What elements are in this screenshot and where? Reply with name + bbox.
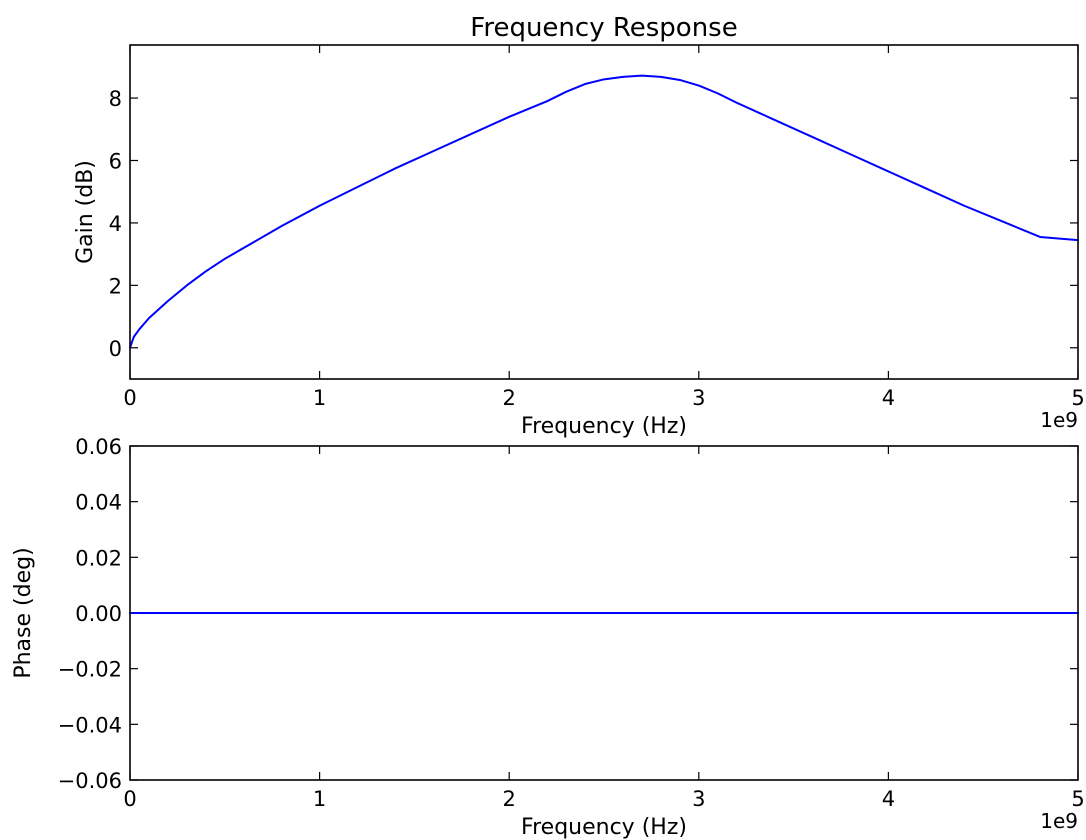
phase-y-tick-label: 0.06	[75, 435, 122, 459]
gain-plot-frame	[129, 44, 1079, 380]
gain-series-line	[129, 74, 1079, 349]
phase-ticks: 0 1 2 3 4 5 −0.06 −0.04 −0.02 0.00 0.02 0.04 0.06	[58, 435, 1085, 811]
gain-y-axis-label: Gain (dB)	[73, 160, 98, 264]
gain-x-tick-label: 1	[313, 386, 326, 410]
phase-x-axis-label: Frequency (Hz)	[521, 815, 687, 840]
gain-x-tick-label: 0	[123, 386, 136, 410]
phase-y-tick-label: −0.04	[58, 713, 122, 737]
phase-x-tick-label: 5	[1071, 787, 1084, 811]
phase-y-axis-label: Phase (deg)	[11, 547, 36, 678]
phase-y-tick-label: −0.06	[58, 769, 122, 793]
gain-ticks: 0 1 2 3 4 5 0 2 4 6 8	[109, 45, 1085, 410]
gain-y-tick-label: 0	[109, 337, 122, 361]
phase-x-tick-label: 3	[692, 787, 705, 811]
phase-x-tick-label: 1	[313, 787, 326, 811]
gain-x-offset-label: 1e9	[1040, 408, 1078, 432]
phase-y-tick-label: 0.04	[75, 491, 122, 515]
gain-x-axis-label: Frequency (Hz)	[521, 414, 687, 439]
gain-x-tick-label: 4	[882, 386, 895, 410]
gain-x-tick-label: 5	[1071, 386, 1084, 410]
phase-x-tick-label: 4	[882, 787, 895, 811]
phase-x-offset-label: 1e9	[1040, 809, 1078, 833]
phase-y-tick-label: −0.02	[58, 658, 122, 682]
gain-y-tick-label: 2	[109, 274, 122, 298]
gain-y-tick-label: 8	[109, 87, 122, 111]
gain-x-tick-label: 2	[503, 386, 516, 410]
phase-y-tick-label: 0.02	[75, 546, 122, 570]
phase-plot-frame	[129, 445, 1079, 781]
phase-chart: 0 1 2 3 4 5 −0.06 −0.04 −0.02 0.00 0.02 0.04 0.06 Fr…	[11, 435, 1085, 840]
gain-chart-title: Frequency Response	[470, 13, 737, 43]
gain-series	[129, 74, 1079, 349]
gain-y-tick-label: 6	[109, 149, 122, 173]
gain-y-tick-label: 4	[109, 212, 122, 236]
gain-x-tick-label: 3	[692, 386, 705, 410]
phase-y-tick-label: 0.00	[75, 602, 122, 626]
gain-chart: Frequency Response 0 1 2 3 4 5 0 2 4 6 8 Frequency…	[73, 13, 1085, 439]
phase-x-tick-label: 2	[503, 787, 516, 811]
phase-x-tick-label: 0	[123, 787, 136, 811]
